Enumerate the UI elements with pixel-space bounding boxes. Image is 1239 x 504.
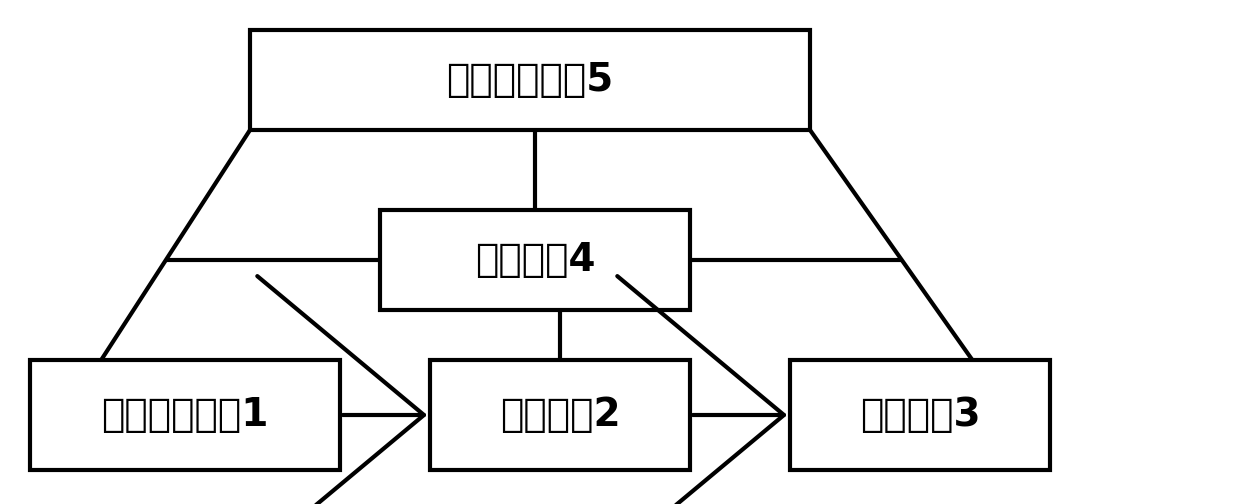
Bar [30,360,339,470]
Text: 样品引入系统1: 样品引入系统1 [102,396,269,434]
Bar [430,360,690,470]
Bar [380,210,690,310]
Text: 检测系统3: 检测系统3 [860,396,980,434]
Text: 激发光源2: 激发光源2 [499,396,621,434]
Bar [250,30,810,130]
Text: 控制显示系统5: 控制显示系统5 [446,61,613,99]
Bar [790,360,1049,470]
Text: 供能系统4: 供能系统4 [475,241,595,279]
